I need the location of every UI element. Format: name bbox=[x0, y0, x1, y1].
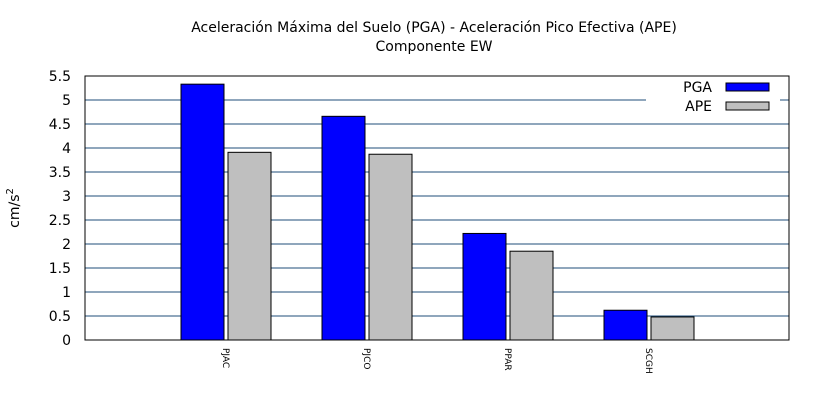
chart-title: Aceleración Máxima del Suelo (PGA) - Ace… bbox=[191, 20, 677, 36]
y-tick-label: 3 bbox=[62, 189, 71, 205]
bar-pga-scgh bbox=[603, 309, 648, 341]
legend-swatch-ape bbox=[725, 101, 770, 111]
legend-swatch-pga bbox=[725, 82, 770, 92]
y-tick-label: 5 bbox=[62, 93, 71, 109]
category-label-ppar: PPAR bbox=[502, 348, 512, 371]
category-label-pjco: PJCO bbox=[361, 348, 371, 369]
bar-pga-ppar bbox=[462, 232, 507, 341]
bar-pga-pjac bbox=[180, 83, 225, 341]
y-axis-label-unit: cm/s bbox=[7, 195, 23, 228]
y-tick-label: 3.5 bbox=[49, 165, 71, 181]
category-label-scgh: SCGH bbox=[643, 348, 653, 374]
y-tick-label: 0.5 bbox=[49, 309, 71, 325]
category-label-pjac: PJAC bbox=[220, 348, 230, 368]
y-tick-label: 2 bbox=[62, 237, 71, 253]
plot-frame bbox=[84, 75, 790, 341]
y-tick-label: 5.5 bbox=[49, 69, 71, 85]
y-axis-label: cm/s2 bbox=[5, 188, 23, 228]
bar-pga-pjco bbox=[321, 115, 366, 341]
legend-label-pga: PGA bbox=[683, 80, 712, 96]
y-tick-label: 2.5 bbox=[49, 213, 71, 229]
y-tick-label: 1.5 bbox=[49, 261, 71, 277]
y-ticks: 0 0.5 1 1.5 2 2.5 3 3.5 4 4.5 5 5.5 bbox=[49, 69, 71, 349]
bar-ape-pjac bbox=[227, 151, 272, 341]
y-tick-label: 1 bbox=[62, 285, 71, 301]
y-tick-label: 0 bbox=[62, 333, 71, 349]
y-axis-label-exponent: 2 bbox=[5, 188, 16, 194]
bars bbox=[180, 83, 695, 341]
bar-ape-ppar bbox=[509, 250, 554, 341]
bar-ape-pjco bbox=[368, 153, 413, 341]
chart-subtitle: Componente EW bbox=[375, 39, 492, 55]
y-tick-label: 4.5 bbox=[49, 117, 71, 133]
category-labels: PJAC PJCO PPAR SCGH bbox=[220, 348, 653, 374]
legend: PGA APE bbox=[646, 80, 780, 118]
legend-label-ape: APE bbox=[685, 99, 712, 115]
y-tick-label: 4 bbox=[62, 141, 71, 157]
bar-ape-scgh bbox=[650, 316, 695, 341]
